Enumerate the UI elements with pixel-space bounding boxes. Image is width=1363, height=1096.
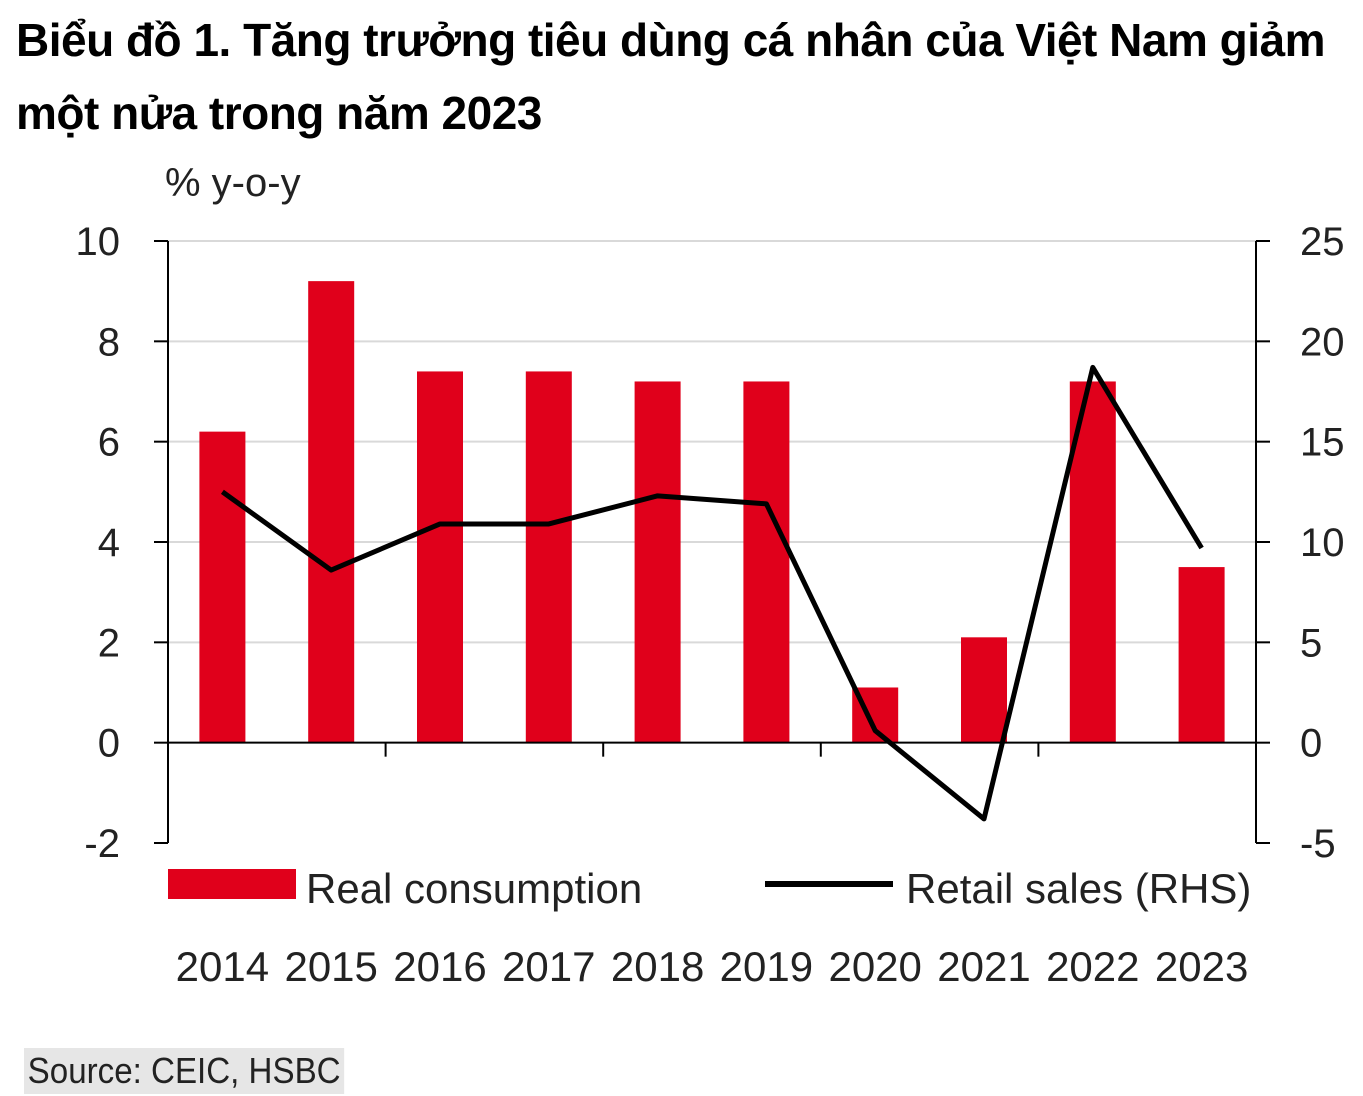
right-axis-tick-label: 25 bbox=[1300, 220, 1345, 264]
x-axis-label: 2021 bbox=[937, 943, 1030, 990]
bar-2019 bbox=[743, 381, 790, 743]
x-axis-label: 2018 bbox=[611, 943, 704, 990]
left-axis-tick-label: 4 bbox=[98, 521, 120, 565]
x-axis-label: 2015 bbox=[284, 943, 377, 990]
bar-2017 bbox=[525, 371, 572, 743]
x-axis-label: 2014 bbox=[176, 943, 269, 990]
bar-2016 bbox=[417, 371, 463, 743]
left-axis-tick-label: 0 bbox=[98, 722, 120, 766]
x-axis-label: 2022 bbox=[1046, 943, 1139, 990]
source-note: Source: CEIC, HSBC bbox=[24, 1048, 345, 1094]
legend: Real consumption Retail sales (RHS) bbox=[168, 865, 1251, 912]
y-axis-label: % y-o-y bbox=[165, 161, 301, 205]
retail-sales-line bbox=[220, 364, 1204, 822]
left-axis-tick-label: 6 bbox=[98, 421, 120, 465]
x-axis-label: 2016 bbox=[393, 943, 486, 990]
left-axis-tick-label: -2 bbox=[84, 822, 120, 866]
legend-label-real-consumption: Real consumption bbox=[306, 865, 642, 912]
bar-2014 bbox=[199, 431, 246, 743]
right-axis-tick-label: 10 bbox=[1300, 521, 1345, 565]
bar-2023 bbox=[1178, 567, 1225, 743]
bar-2015 bbox=[308, 281, 355, 743]
right-axis-tick-label: 0 bbox=[1300, 722, 1322, 766]
legend-swatch-real-consumption bbox=[168, 869, 296, 899]
right-axis-tick-label: -5 bbox=[1300, 822, 1336, 866]
bar-2018 bbox=[634, 381, 681, 743]
right-axis-tick-label: 20 bbox=[1300, 320, 1345, 364]
x-axis-label: 2017 bbox=[502, 943, 595, 990]
x-axis-label: 2020 bbox=[828, 943, 921, 990]
left-axis-tick-label: 2 bbox=[98, 621, 120, 665]
x-axis-label: 2023 bbox=[1155, 943, 1248, 990]
right-axis-tick-label: 5 bbox=[1300, 621, 1322, 665]
right-axis-tick-label: 15 bbox=[1300, 421, 1345, 465]
x-axis-label: 2019 bbox=[720, 943, 813, 990]
left-axis-tick-label: 10 bbox=[76, 220, 121, 264]
bar-2021 bbox=[961, 637, 1007, 743]
chart-title: Biểu đồ 1. Tăng trưởng tiêu dùng cá nhân… bbox=[16, 14, 1326, 139]
legend-label-retail-sales: Retail sales (RHS) bbox=[906, 865, 1251, 912]
left-axis-tick-label: 8 bbox=[98, 320, 120, 364]
